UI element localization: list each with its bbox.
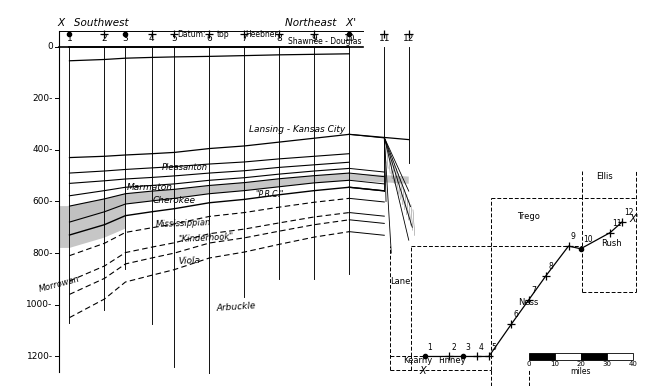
Polygon shape [70,173,409,222]
Text: 11: 11 [378,34,390,43]
Text: 1200-: 1200- [27,352,53,361]
Bar [606,353,632,360]
Text: Lane: Lane [390,277,411,286]
Text: Shawnee - Douglas: Shawnee - Douglas [288,37,361,46]
Text: X: X [420,366,426,376]
Text: 9: 9 [311,34,317,43]
Text: 10: 10 [550,361,559,367]
Text: 7: 7 [531,286,536,295]
Text: X   Southwest: X Southwest [57,18,129,28]
Text: Viola: Viola [178,256,200,266]
Text: 2: 2 [451,343,456,352]
Text: 1: 1 [66,34,72,43]
Text: 200-: 200- [32,94,53,103]
Text: 4: 4 [479,343,484,352]
Text: Trego: Trego [517,212,540,221]
Text: 20: 20 [577,361,585,367]
Text: 3: 3 [123,34,128,43]
Text: Lansing - Kansas City: Lansing - Kansas City [249,125,345,134]
Text: 10: 10 [583,235,593,244]
Text: "Kinderhook": "Kinderhook" [178,232,233,243]
Text: 11: 11 [612,219,622,228]
Text: 30: 30 [602,361,611,367]
Text: 600-: 600- [32,197,53,206]
Text: 5: 5 [172,34,177,43]
Text: 5: 5 [491,343,496,352]
Text: 40: 40 [629,361,637,367]
Text: 12: 12 [403,34,415,43]
Text: Rush: Rush [601,239,622,248]
Text: 3: 3 [465,343,470,352]
Text: 1: 1 [427,343,432,352]
Text: 2: 2 [101,34,107,43]
Text: Arbuckle: Arbuckle [216,301,257,313]
Text: 7: 7 [242,34,247,43]
Bar [554,353,580,360]
Text: Datum:: Datum: [177,30,206,39]
Text: 10: 10 [344,34,355,43]
Text: 6: 6 [207,34,213,43]
Text: Morrowan: Morrowan [38,274,81,294]
Text: 8: 8 [276,34,282,43]
Bar [580,353,606,360]
Text: Marmaton: Marmaton [127,183,173,192]
Text: 0: 0 [47,42,53,51]
Text: X': X' [630,214,639,224]
Polygon shape [59,194,125,248]
Text: 4: 4 [149,34,155,43]
Text: 400-: 400- [32,145,53,154]
Text: top: top [217,30,229,39]
Text: 0: 0 [526,361,531,367]
Text: Kearny: Kearny [403,356,432,365]
Text: Cherokee: Cherokee [153,196,196,205]
Text: Pleasanton: Pleasanton [162,163,208,172]
Text: 9: 9 [571,232,576,241]
Text: 8: 8 [549,262,553,271]
Text: 12: 12 [625,208,634,217]
Text: 800-: 800- [32,248,53,257]
Bar [528,353,554,360]
Text: 6: 6 [514,310,519,319]
Text: Northeast   X': Northeast X' [285,18,356,28]
Text: Finney: Finney [439,356,466,365]
Text: 1000-: 1000- [27,300,53,309]
Text: Ellis: Ellis [597,172,614,181]
Text: "P.B.C.": "P.B.C." [255,190,283,200]
Text: Ness: Ness [519,298,539,307]
Text: Heebner: Heebner [246,30,278,39]
Text: miles: miles [571,367,591,376]
Text: Mississippian: Mississippian [155,218,211,229]
